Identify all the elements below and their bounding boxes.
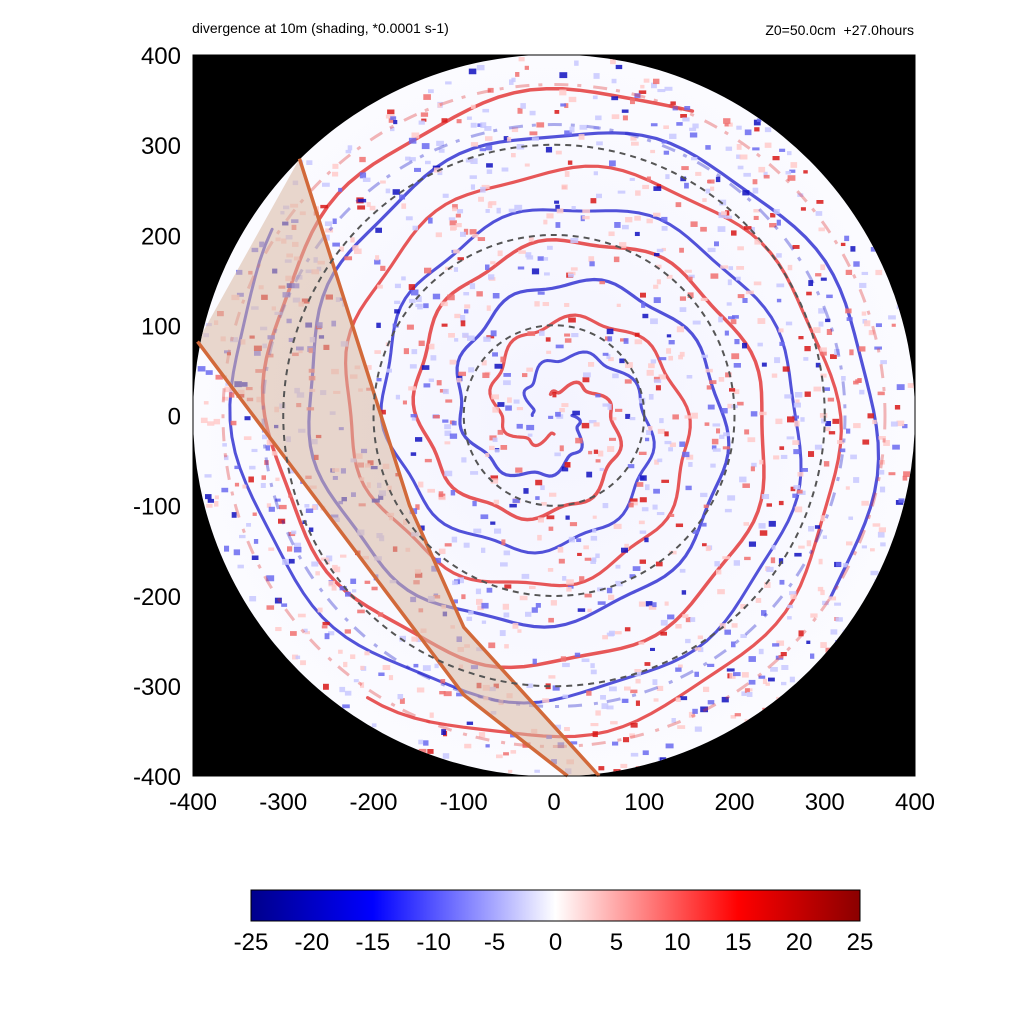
x-tick-label: -200: [349, 789, 397, 816]
y-tick-label: 400: [141, 43, 181, 70]
radius-ring-200: [372, 234, 736, 597]
x-tick-label: 100: [624, 789, 664, 816]
y-axis: 400 300 200 100 0 -100 -200 -300 -400: [133, 43, 181, 791]
y-tick-label: -300: [133, 674, 181, 701]
chart-title: divergence at 10m (shading, *0.0001 s-1): [192, 20, 449, 36]
colorbar-tick-label: 25: [847, 929, 874, 956]
colorbar-gradient: [250, 889, 861, 922]
radius-ring-100: [462, 324, 646, 507]
colorbar-tick-label: -20: [295, 929, 330, 956]
y-tick-label: 0: [168, 404, 181, 431]
plot-frame: [192, 54, 916, 777]
colorbar: -25 -20 -15 -10 -5 0 5 10 15 20 25: [234, 889, 874, 956]
colorbar-tick-label: -10: [416, 929, 451, 956]
y-tick-label: 100: [141, 313, 181, 340]
x-tick-label: 400: [895, 789, 935, 816]
x-axis: -400 -300 -200 -100 0 100 200 300 400: [169, 789, 935, 816]
run-info: Z0=50.0cm +27.0hours: [765, 22, 914, 38]
y-tick-label: -400: [133, 764, 181, 791]
x-tick-label: 200: [714, 789, 754, 816]
colorbar-tick-label: 5: [610, 929, 623, 956]
x-tick-label: -100: [440, 789, 488, 816]
x-tick-label: 300: [805, 789, 845, 816]
y-tick-label: 300: [141, 133, 181, 160]
y-tick-label: 200: [141, 223, 181, 250]
colorbar-tick-label: 15: [725, 929, 752, 956]
x-tick-label: -400: [169, 789, 217, 816]
track-swath: [197, 158, 600, 777]
colorbar-tick-label: 0: [549, 929, 562, 956]
colorbar-tick-label: -25: [234, 929, 269, 956]
colorbar-tick-label: -5: [484, 929, 505, 956]
y-tick-label: -100: [133, 494, 181, 521]
spiral-band: [307, 131, 881, 629]
swath-right-edge: [297, 158, 601, 778]
spiral-band: [343, 164, 843, 739]
colorbar-tick-label: -15: [355, 929, 390, 956]
colorbar-tick-label: 20: [786, 929, 813, 956]
radius-ring-300: [282, 143, 826, 688]
plot-area: [192, 54, 916, 778]
x-tick-label: 0: [547, 789, 560, 816]
y-tick-label: -200: [133, 584, 181, 611]
colorbar-tick-label: 10: [664, 929, 691, 956]
x-tick-label: -300: [259, 789, 307, 816]
